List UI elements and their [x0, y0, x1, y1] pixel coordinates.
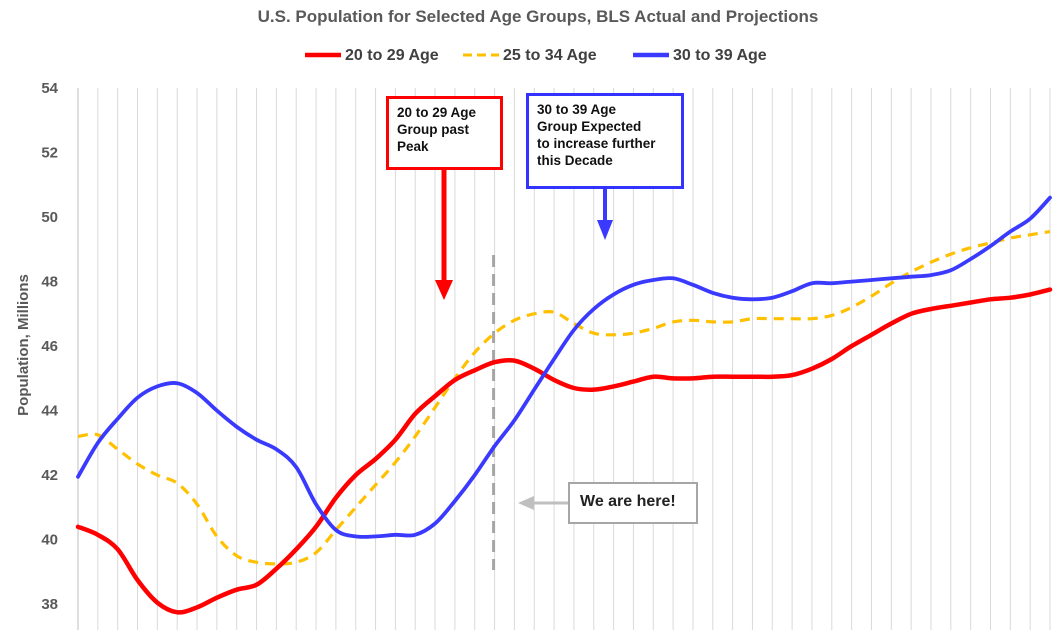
y-tick-label: 54 [41, 80, 58, 97]
chart-title: U.S. Population for Selected Age Groups,… [258, 7, 819, 26]
y-tick-label: 46 [41, 338, 58, 355]
annotation-line: to increase further [537, 136, 656, 151]
y-tick-label: 38 [41, 596, 58, 613]
legend-label: 25 to 34 Age [503, 47, 597, 64]
annotation-line: Group past [397, 122, 470, 137]
annotation-arrows [435, 170, 613, 510]
series-line-30-to-39-age [76, 195, 1052, 539]
legend-label: 30 to 39 Age [673, 47, 767, 64]
annotation-arrowhead-red [435, 280, 453, 300]
annotation-we-are-here: We are here! [568, 482, 698, 524]
y-tick-label: 40 [41, 532, 58, 549]
annotation-arrowhead-blue [597, 220, 613, 240]
annotation-line: Peak [397, 139, 429, 154]
y-axis-label: Population, Millions [15, 274, 32, 416]
annotation-line: 30 to 39 Age [537, 102, 617, 117]
y-tick-label: 48 [41, 274, 58, 291]
y-tick-label: 50 [41, 209, 58, 226]
annotation-line: We are here! [580, 493, 676, 510]
series-lines [75, 195, 1053, 615]
y-axis-ticks: 38 40 42 44 46 48 50 52 54 [41, 80, 58, 613]
annotation-20-29-peak: 20 to 29 Age Group past Peak [386, 96, 503, 170]
legend-label: 20 to 29 Age [345, 47, 439, 64]
series-line-20-to-29-age [75, 287, 1053, 615]
annotation-line: this Decade [537, 153, 613, 168]
annotation-30-39-increase: 30 to 39 Age Group Expected to increase … [526, 93, 684, 189]
y-tick-label: 44 [41, 403, 58, 420]
legend: 20 to 29 Age 25 to 34 Age 30 to 39 Age [305, 47, 767, 64]
annotation-line: Group Expected [537, 119, 642, 134]
y-tick-label: 52 [41, 145, 58, 162]
y-tick-label: 42 [41, 467, 58, 484]
annotation-line: 20 to 29 Age [397, 105, 477, 120]
series-line-25-to-34-age [77, 230, 1051, 566]
annotation-arrowhead-here [518, 496, 534, 510]
